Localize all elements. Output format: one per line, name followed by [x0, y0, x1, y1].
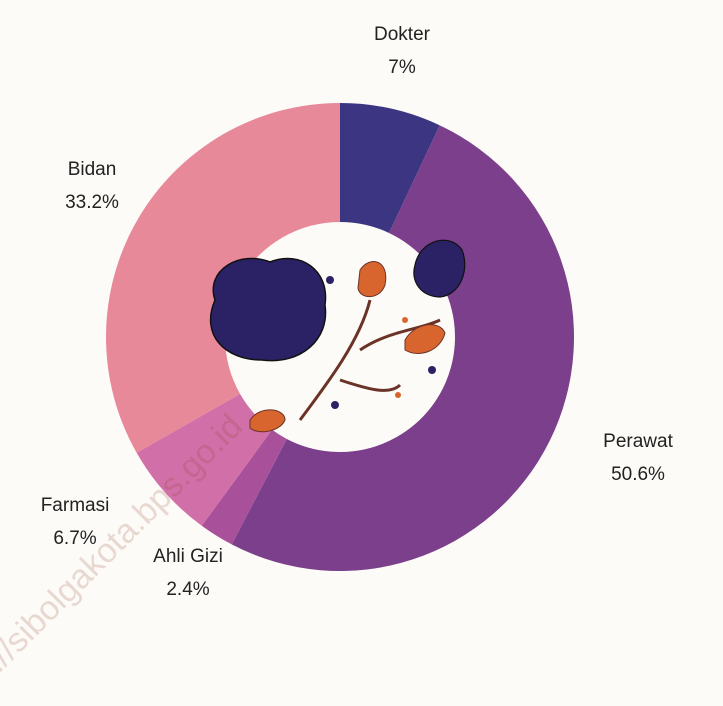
slice-value-label: 2.4% [166, 579, 209, 600]
slice [231, 125, 574, 571]
illustration [209, 239, 466, 433]
slice-value-label: 33.2% [65, 192, 119, 213]
slice-label: Dokter [374, 24, 431, 45]
slice-label: Farmasi [41, 495, 110, 516]
slice [340, 103, 440, 233]
slice [136, 393, 273, 526]
slice-label: Ahli Gizi [153, 546, 223, 567]
slice-label: Bidan [68, 159, 117, 180]
slice-label: Perawat [603, 431, 673, 452]
slice-value-label: 6.7% [53, 528, 96, 549]
slice-value-label: 7% [388, 57, 416, 78]
slice-value-label: 50.6% [611, 464, 665, 485]
slice [201, 429, 287, 545]
